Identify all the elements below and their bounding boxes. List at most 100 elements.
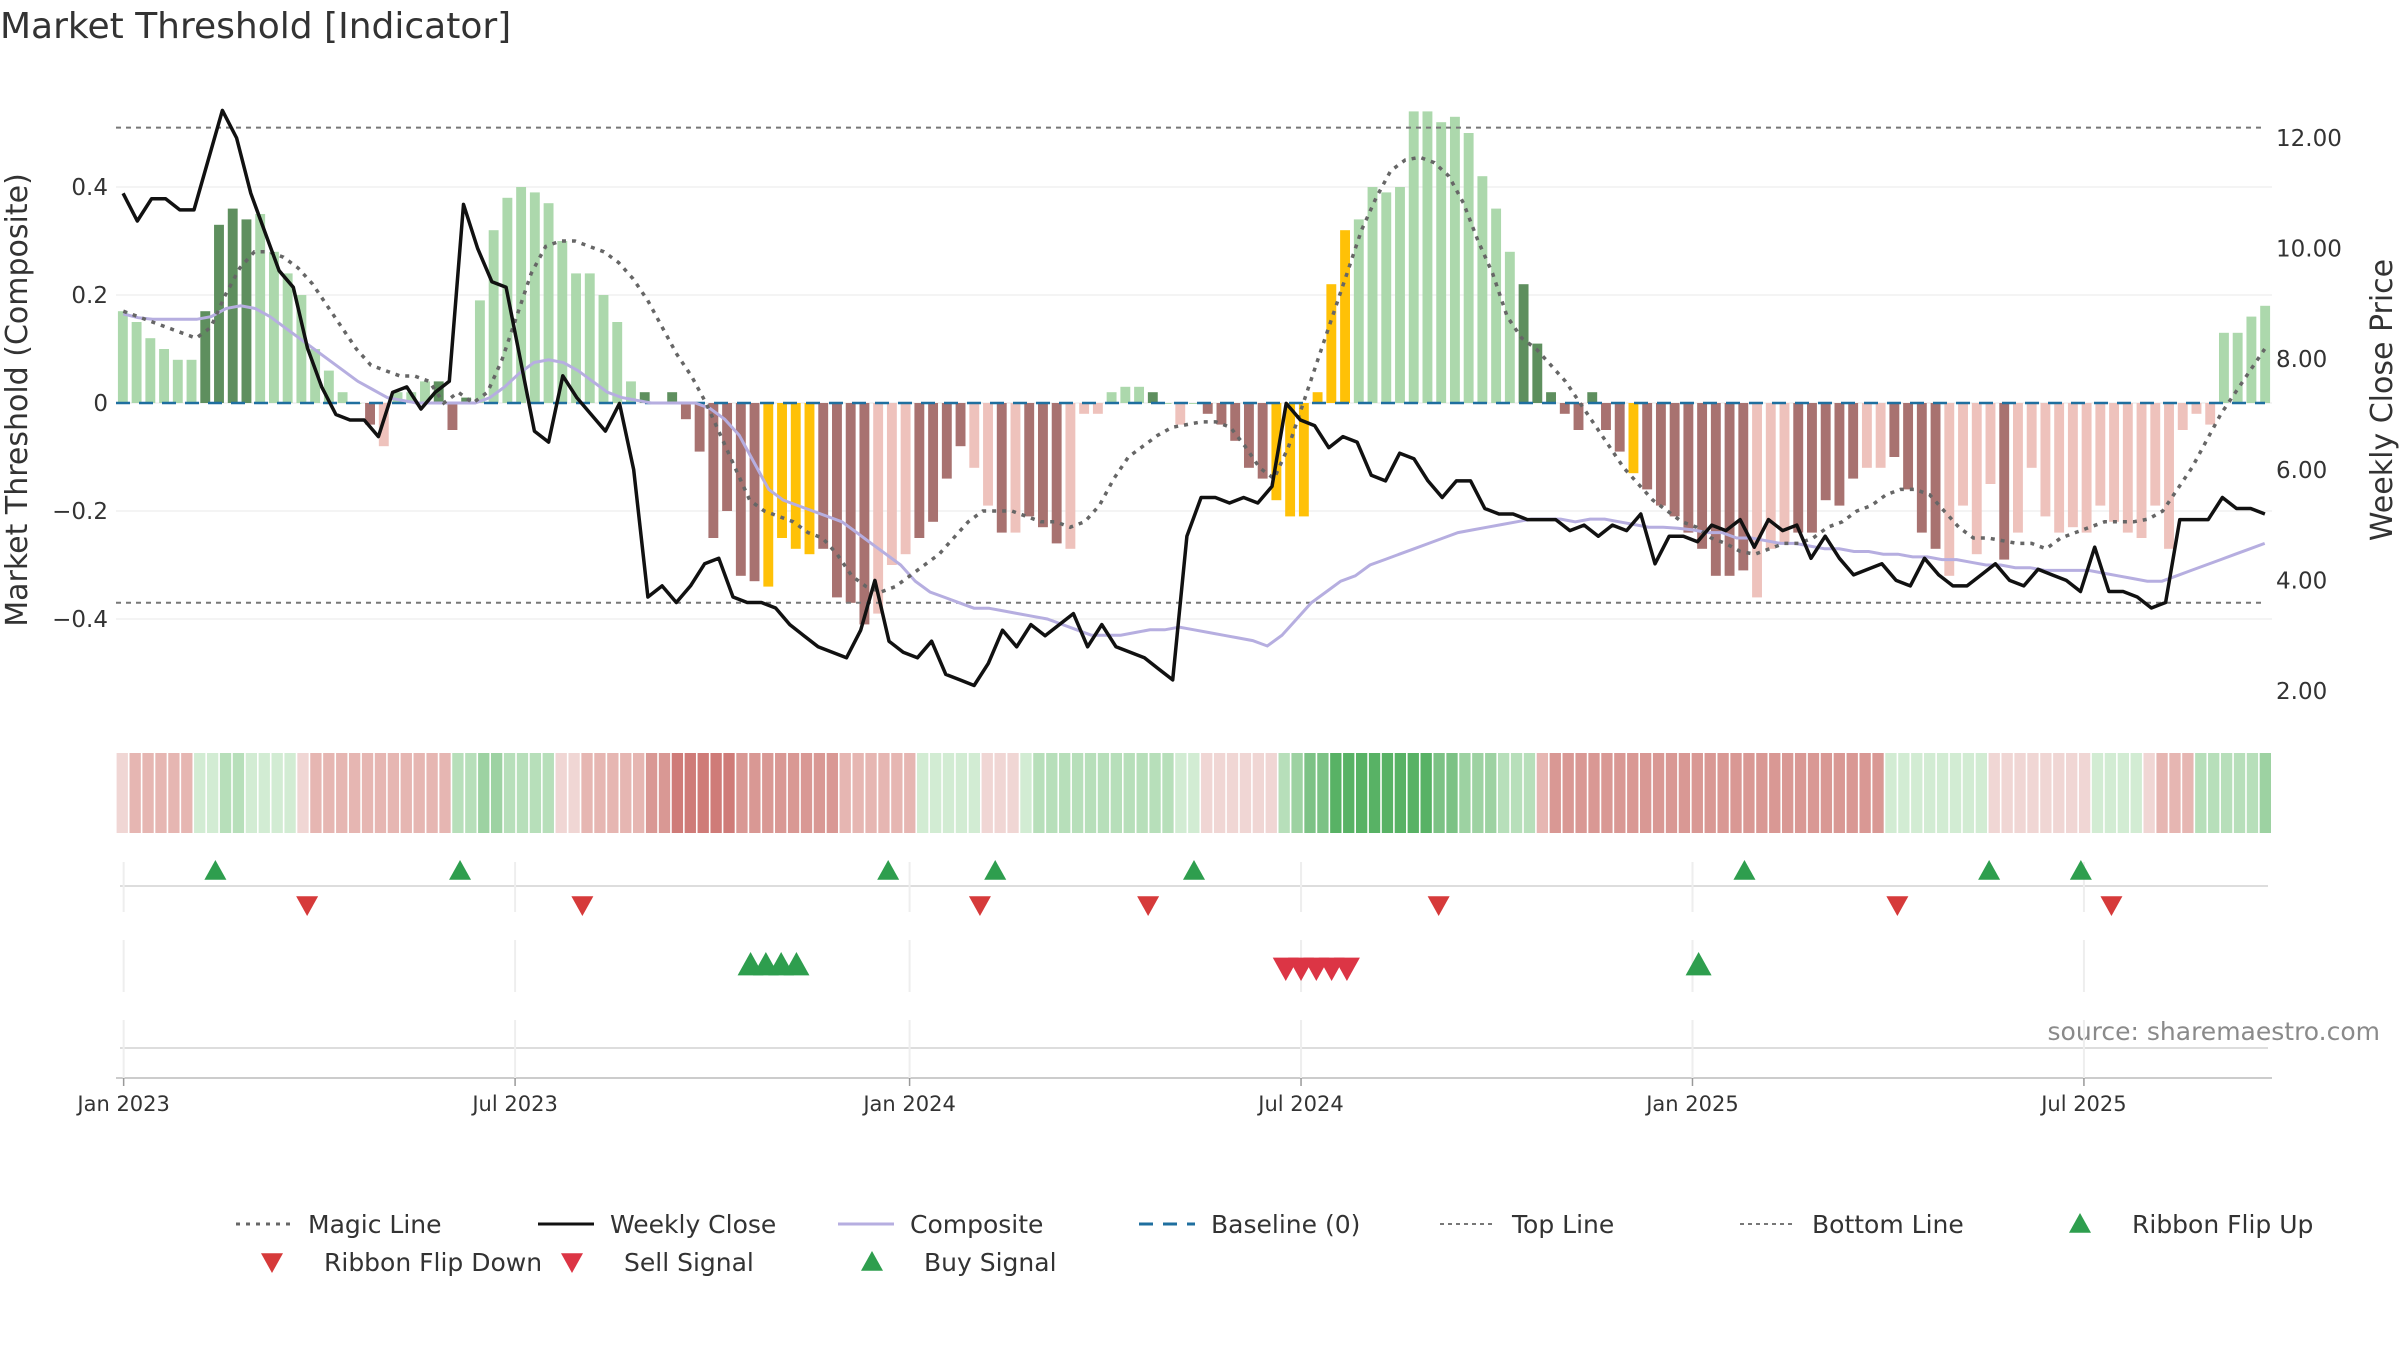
legend-marker [561, 1253, 583, 1273]
composite-bar [392, 392, 403, 403]
ribbon-cell [1020, 753, 1032, 833]
ribbon-cell [400, 753, 412, 833]
ribbon-cell [1523, 753, 1536, 833]
composite-bar [832, 403, 842, 598]
composite-bar [1546, 392, 1556, 403]
composite-bar [859, 403, 870, 625]
composite-bar [1971, 403, 1982, 555]
ribbon-cell [2117, 753, 2129, 833]
x-tick-label: Jan 2023 [75, 1092, 170, 1116]
composite-bar [1916, 403, 1927, 533]
ribbon-cell [2053, 753, 2065, 833]
composite-bar [2218, 332, 2229, 403]
composite-bar [117, 311, 128, 403]
ribbon-cell [800, 753, 813, 833]
legend-label: Magic Line [308, 1210, 442, 1239]
ribbon-cell [1691, 753, 1703, 833]
ribbon-cell [658, 753, 671, 833]
composite-bar [131, 322, 142, 403]
ribbon-flip-up-marker [1978, 860, 2001, 880]
ribbon-cell [336, 753, 348, 833]
composite-bar [1422, 111, 1433, 404]
ribbon-cell [258, 753, 270, 833]
ribbon-flip-up-marker [1183, 860, 1205, 880]
ribbon-cell [1059, 753, 1071, 833]
ribbon-cell [374, 753, 387, 833]
ribbon-cell [2169, 753, 2181, 833]
composite-bar [1298, 403, 1309, 517]
ribbon-cell [1536, 753, 1549, 833]
composite-bar [941, 403, 952, 479]
ribbon-cell [568, 753, 580, 833]
composite-bar [790, 403, 801, 549]
legend-item: Baseline (0) [1139, 1210, 1360, 1239]
ribbon-cell [1820, 753, 1833, 833]
ribbon-cell [775, 753, 787, 833]
legend-label: Ribbon Flip Down [324, 1248, 542, 1277]
composite-bar [2013, 403, 2023, 533]
ribbon-cell [219, 753, 232, 833]
ribbon-flip-up-marker [204, 860, 227, 880]
ribbon-cell [1936, 753, 1949, 833]
composite-bar [1655, 403, 1666, 506]
composite-bar [1958, 403, 1968, 506]
composite-bar [1587, 392, 1598, 403]
ribbon-cell [2078, 753, 2091, 833]
ribbon-cell [465, 753, 477, 833]
composite-bar [1848, 403, 1859, 479]
y2-axis-label: Weekly Close Price [2365, 259, 2400, 541]
ribbon-cell [968, 753, 980, 833]
composite-bar [2136, 403, 2147, 538]
composite-bar [1243, 403, 1254, 468]
legend-marker [2069, 1213, 2091, 1233]
ribbon-cell [1782, 753, 1794, 833]
composite-bar [1436, 122, 1447, 403]
ribbon-cell [116, 753, 128, 833]
composite-bar [1573, 403, 1584, 430]
composite-line [122, 304, 2266, 648]
plot-area: 0.4 0.2 0 −0.2 −0.4 12.00 10.00 8.00 6.00 4.00 2.0… [52, 108, 2342, 1116]
y-axis-label: Market Threshold (Composite) [0, 173, 35, 627]
ribbon-cell [1162, 753, 1174, 833]
composite-bar [845, 403, 856, 603]
composite-bar [1532, 343, 1543, 403]
ribbon-cell [503, 753, 516, 833]
composite-bar [2109, 403, 2120, 522]
composite-bar [516, 187, 527, 403]
ribbon-cell [1201, 753, 1213, 833]
ribbon-cell [297, 753, 309, 833]
ribbon-cell [981, 753, 993, 833]
composite-bar [255, 214, 266, 403]
composite-bar [474, 300, 485, 403]
composite-bar [1202, 403, 1213, 414]
y-tick-label: −0.4 [52, 607, 108, 633]
legend-marker [861, 1251, 883, 1271]
composite-bar [1820, 403, 1831, 501]
ribbon-cell [2130, 753, 2142, 833]
ribbon-cell [1730, 753, 1742, 833]
ribbon-cell [1459, 753, 1471, 833]
composite-bar [172, 359, 183, 403]
ribbon-flip-down-marker [968, 896, 991, 916]
ribbon-cell [1343, 753, 1355, 833]
ribbon-cell [1368, 753, 1381, 833]
ribbon-cell [361, 753, 374, 833]
ribbon-cell [2027, 753, 2039, 833]
composite-bar [296, 295, 307, 403]
ribbon-cell [1678, 753, 1691, 833]
ribbon-cell [1097, 753, 1110, 833]
y-tick-label: 0.2 [71, 283, 108, 309]
ribbon-cell [1704, 753, 1716, 833]
legend-item: Buy Signal [861, 1248, 1057, 1277]
ribbon-cell [245, 753, 258, 833]
composite-bar [1724, 403, 1735, 576]
composite-bar [433, 381, 444, 403]
ribbon-cell [1239, 753, 1252, 833]
composite-bar [1999, 403, 2010, 560]
ribbon-cell [878, 753, 890, 833]
ribbon-cell [710, 753, 722, 833]
composite-bar [1367, 187, 1378, 403]
ribbon-flip-down-marker [571, 896, 594, 916]
composite-bar [543, 203, 554, 403]
